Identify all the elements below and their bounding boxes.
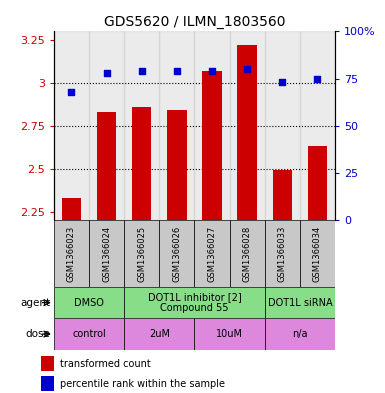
Bar (124, 220, 159, 287)
Bar (54, 318, 124, 350)
Bar (159, 220, 194, 287)
Text: 10uM: 10uM (216, 329, 243, 339)
Bar (62, 198, 81, 220)
Point (174, 68, 180, 74)
Text: GSM1366034: GSM1366034 (313, 225, 322, 282)
Bar (194, 318, 265, 350)
Bar (264, 31, 300, 220)
Point (69, 89, 75, 95)
Text: GSM1366024: GSM1366024 (102, 226, 111, 281)
Text: agent: agent (20, 298, 50, 308)
Text: n/a: n/a (292, 329, 308, 339)
Text: DMSO: DMSO (74, 298, 104, 308)
Text: dose: dose (25, 329, 50, 339)
Bar (203, 71, 222, 220)
Bar (300, 220, 335, 287)
Text: GSM1366028: GSM1366028 (243, 225, 252, 282)
Text: GSM1366027: GSM1366027 (208, 225, 216, 282)
Bar (194, 220, 229, 287)
Bar (89, 31, 124, 220)
Text: control: control (72, 329, 106, 339)
Point (279, 79, 285, 86)
Bar (54, 220, 89, 287)
Text: GSM1366026: GSM1366026 (172, 225, 181, 282)
Text: GSM1366025: GSM1366025 (137, 226, 146, 281)
Point (244, 66, 250, 72)
Text: percentile rank within the sample: percentile rank within the sample (60, 378, 225, 389)
Bar (132, 107, 151, 220)
Bar (308, 146, 327, 220)
Bar (54, 287, 124, 318)
Text: GSM1366033: GSM1366033 (278, 225, 287, 282)
Bar (273, 170, 292, 220)
Bar (89, 220, 124, 287)
Bar (54, 31, 89, 220)
Point (209, 68, 215, 74)
Bar (300, 31, 335, 220)
Bar (167, 110, 186, 220)
Bar (41, 356, 54, 371)
Bar (124, 287, 265, 318)
Bar (97, 112, 116, 220)
Text: GSM1366023: GSM1366023 (67, 225, 76, 282)
Bar (238, 45, 257, 220)
Bar (194, 31, 229, 220)
Bar (265, 287, 335, 318)
Bar (41, 376, 54, 391)
Point (104, 70, 110, 76)
Bar (265, 318, 335, 350)
Text: DOT1L siRNA: DOT1L siRNA (268, 298, 332, 308)
Text: DOT1L inhibitor [2]
Compound 55: DOT1L inhibitor [2] Compound 55 (147, 292, 241, 313)
Title: GDS5620 / ILMN_1803560: GDS5620 / ILMN_1803560 (104, 15, 285, 29)
Point (139, 68, 145, 74)
Bar (229, 220, 265, 287)
Bar (229, 31, 265, 220)
Bar (124, 318, 194, 350)
Text: 2uM: 2uM (149, 329, 170, 339)
Bar (124, 31, 159, 220)
Point (314, 75, 320, 82)
Bar (159, 31, 194, 220)
Bar (265, 220, 300, 287)
Text: transformed count: transformed count (60, 359, 151, 369)
